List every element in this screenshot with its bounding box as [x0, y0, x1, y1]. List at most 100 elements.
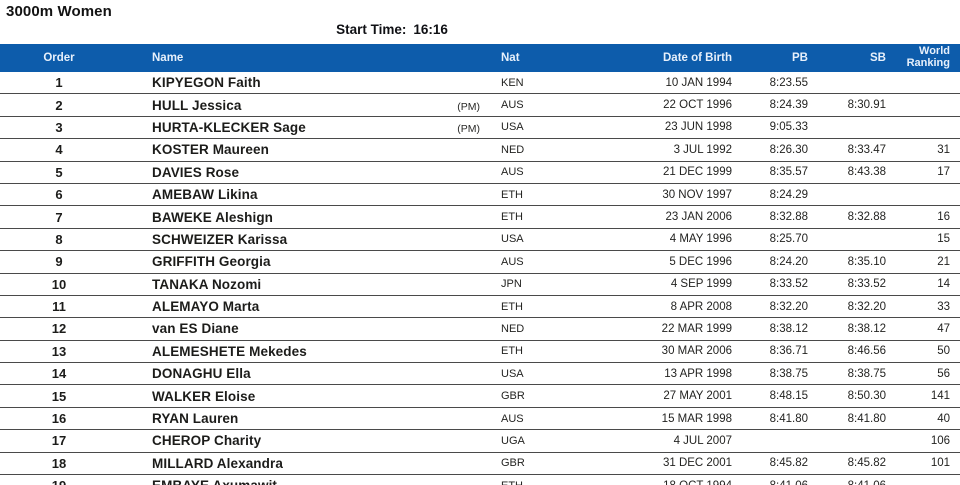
- start-time-value: 16:16: [413, 22, 448, 37]
- world-ranking-cell: 56: [893, 362, 960, 386]
- athlete-name: AMEBAW Likina: [152, 187, 258, 203]
- athlete-name: DAVIES Rose: [152, 164, 240, 180]
- table-body: 1 KIPYEGON Faith KEN 10 JAN 1994 8:23.55…: [0, 72, 960, 485]
- name-cell: DAVIES Rose: [118, 161, 490, 184]
- date-of-birth-cell: 23 JAN 2006: [580, 205, 740, 229]
- order-cell: 4: [0, 138, 118, 162]
- order-cell: 3: [0, 116, 118, 140]
- athlete-name: CHEROP Charity: [152, 433, 262, 449]
- athlete-name: BAWEKE Aleshign: [152, 209, 274, 225]
- season-best-cell: 8:38.75: [815, 362, 893, 386]
- order-cell: 13: [0, 340, 118, 364]
- start-time: Start Time: 16:16: [0, 22, 784, 37]
- table-row: 12 van ES Diane NED 22 MAR 1999 8:38.12 …: [0, 317, 960, 341]
- world-ranking-cell: [893, 474, 960, 485]
- table-row: 19 EMBAYE Axumawit ETH 18 OCT 1994 8:41.…: [0, 474, 960, 485]
- season-best-cell: [815, 72, 893, 95]
- startlist-table: Order Name Nat Date of Birth PB SB World…: [0, 44, 960, 485]
- nationality-cell: ETH: [490, 205, 580, 229]
- date-of-birth-cell: 30 MAR 2006: [580, 340, 740, 364]
- nationality-cell: KEN: [490, 72, 580, 95]
- table-header: Order Name Nat Date of Birth PB SB World…: [0, 44, 960, 72]
- nationality-cell: USA: [490, 228, 580, 252]
- season-best-cell: [815, 183, 893, 207]
- personal-best-cell: 8:35.57: [740, 161, 815, 184]
- nationality-cell: AUS: [490, 161, 580, 184]
- athlete-name: RYAN Lauren: [152, 411, 239, 427]
- date-of-birth-cell: 21 DEC 1999: [580, 161, 740, 184]
- personal-best-cell: 8:48.15: [740, 384, 815, 408]
- table-row: 7 BAWEKE Aleshign ETH 23 JAN 2006 8:32.8…: [0, 205, 960, 229]
- season-best-cell: 8:50.30: [815, 384, 893, 408]
- date-of-birth-cell: 27 MAY 2001: [580, 384, 740, 408]
- date-of-birth-cell: 4 JUL 2007: [580, 429, 740, 453]
- table-row: 1 KIPYEGON Faith KEN 10 JAN 1994 8:23.55: [0, 72, 960, 95]
- nationality-cell: ETH: [490, 183, 580, 207]
- world-ranking-header-line1: World: [919, 45, 950, 58]
- order-cell: 8: [0, 228, 118, 252]
- world-ranking-cell: 14: [893, 273, 960, 296]
- athlete-name: KOSTER Maureen: [152, 142, 269, 158]
- season-best-cell: 8:30.91: [815, 93, 893, 117]
- table-row: 3 HURTA-KLECKER Sage (PM) USA 23 JUN 199…: [0, 116, 960, 140]
- date-of-birth-cell: 30 NOV 1997: [580, 183, 740, 207]
- date-of-birth-cell: 22 MAR 1999: [580, 317, 740, 341]
- date-of-birth-cell: 23 JUN 1998: [580, 116, 740, 140]
- name-cell: RYAN Lauren: [118, 407, 490, 431]
- col-header-world-ranking: World Ranking: [893, 44, 960, 72]
- personal-best-cell: [740, 429, 815, 453]
- nationality-cell: JPN: [490, 273, 580, 296]
- col-header-order: Order: [0, 44, 118, 72]
- athlete-name: MILLARD Alexandra: [152, 455, 283, 471]
- name-cell: DONAGHU Ella: [118, 362, 490, 386]
- athlete-name: KIPYEGON Faith: [152, 75, 261, 91]
- season-best-cell: 8:45.82: [815, 452, 893, 476]
- season-best-cell: 8:41.06: [815, 474, 893, 485]
- personal-best-cell: 8:33.52: [740, 273, 815, 296]
- season-best-cell: 8:32.20: [815, 295, 893, 319]
- order-cell: 5: [0, 161, 118, 184]
- nationality-cell: AUS: [490, 93, 580, 117]
- world-ranking-cell: 15: [893, 228, 960, 252]
- order-cell: 7: [0, 205, 118, 229]
- nationality-cell: AUS: [490, 250, 580, 274]
- date-of-birth-cell: 3 JUL 1992: [580, 138, 740, 162]
- personal-best-cell: 8:38.12: [740, 317, 815, 341]
- table-row: 9 GRIFFITH Georgia AUS 5 DEC 1996 8:24.2…: [0, 250, 960, 274]
- table-row: 2 HULL Jessica (PM) AUS 22 OCT 1996 8:24…: [0, 93, 960, 117]
- personal-best-cell: 8:26.30: [740, 138, 815, 162]
- athlete-name: HURTA-KLECKER Sage: [152, 119, 306, 135]
- nationality-cell: ETH: [490, 340, 580, 364]
- name-cell: ALEMAYO Marta: [118, 295, 490, 319]
- nationality-cell: GBR: [490, 384, 580, 408]
- world-ranking-cell: 16: [893, 205, 960, 229]
- world-ranking-cell: 47: [893, 317, 960, 341]
- name-cell: KOSTER Maureen: [118, 138, 490, 162]
- world-ranking-cell: [893, 93, 960, 117]
- order-cell: 2: [0, 93, 118, 117]
- season-best-cell: 8:46.56: [815, 340, 893, 364]
- name-cell: KIPYEGON Faith: [118, 72, 490, 95]
- order-cell: 11: [0, 295, 118, 319]
- col-header-date-of-birth: Date of Birth: [580, 44, 740, 72]
- world-ranking-cell: [893, 183, 960, 207]
- personal-best-cell: 8:24.39: [740, 93, 815, 117]
- date-of-birth-cell: 13 APR 1998: [580, 362, 740, 386]
- col-header-name: Name: [118, 44, 490, 72]
- order-cell: 10: [0, 273, 118, 296]
- world-ranking-cell: 50: [893, 340, 960, 364]
- table-row: 6 AMEBAW Likina ETH 30 NOV 1997 8:24.29: [0, 183, 960, 207]
- athlete-name: ALEMESHETE Mekedes: [152, 343, 307, 359]
- order-cell: 17: [0, 429, 118, 453]
- nationality-cell: UGA: [490, 429, 580, 453]
- athlete-name: ALEMAYO Marta: [152, 299, 260, 315]
- name-cell: AMEBAW Likina: [118, 183, 490, 207]
- start-time-label: Start Time:: [336, 22, 407, 37]
- athlete-name: WALKER Eloise: [152, 388, 256, 404]
- athlete-name: EMBAYE Axumawit: [152, 478, 277, 485]
- date-of-birth-cell: 18 OCT 1994: [580, 474, 740, 485]
- nationality-cell: ETH: [490, 474, 580, 485]
- season-best-cell: 8:32.88: [815, 205, 893, 229]
- page-title: 3000m Women: [6, 3, 112, 20]
- world-ranking-cell: 17: [893, 161, 960, 184]
